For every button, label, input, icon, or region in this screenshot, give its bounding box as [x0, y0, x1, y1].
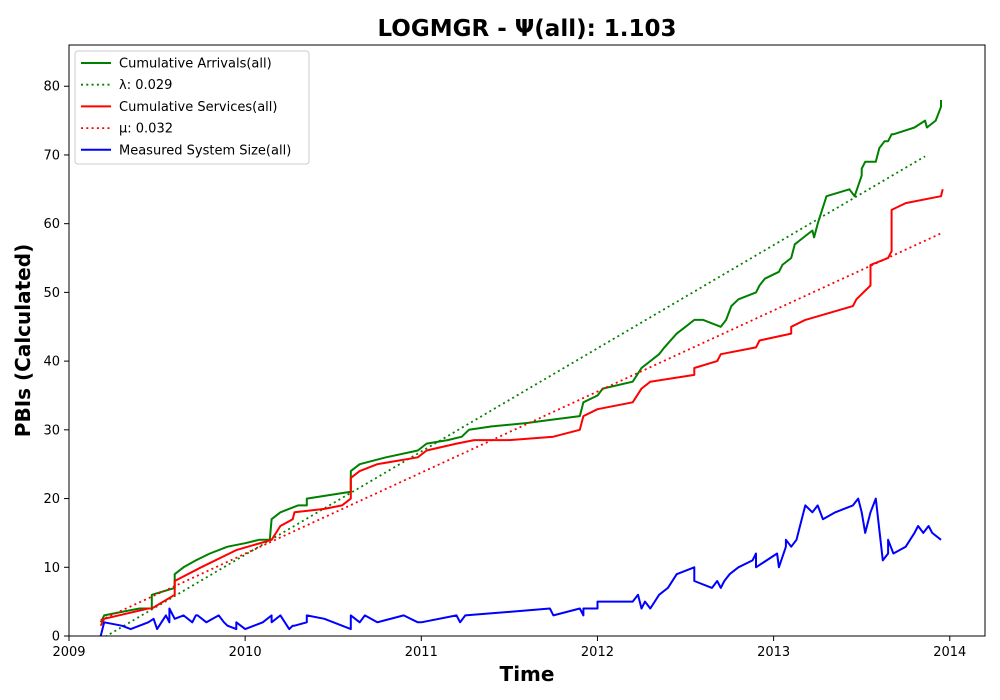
legend-label: Cumulative Arrivals(all)	[119, 57, 272, 72]
y-tick-label: 30	[43, 423, 60, 438]
legend-label: Measured System Size(all)	[119, 143, 291, 158]
series-line-4	[99, 497, 942, 636]
y-tick-label: 40	[43, 355, 60, 370]
y-tick-label: 80	[43, 80, 60, 95]
y-tick-label: 20	[43, 492, 60, 507]
x-tick-label: 2011	[405, 645, 438, 660]
y-tick-label: 10	[43, 561, 60, 576]
chart-title: LOGMGR - Ψ(all): 1.103	[377, 16, 676, 42]
legend: Cumulative Arrivals(all) λ: 0.029 Cumulati…	[74, 50, 310, 165]
plot-frame	[68, 44, 986, 637]
x-tick-label: 2014	[933, 645, 966, 660]
legend-label: μ: 0.032	[119, 122, 173, 137]
x-tick-label: 2013	[757, 645, 790, 660]
y-axis-title: PBIs (Calculated)	[11, 244, 35, 437]
plot-area	[99, 100, 944, 636]
series-line-2	[99, 189, 944, 627]
series-line-3	[100, 231, 944, 622]
x-axis: 2009 2010 2011 2012 2013 2014	[52, 636, 966, 660]
y-axis: 0 10 20 30 40 50 60 70 80	[43, 80, 69, 645]
x-axis-title: Time	[500, 662, 555, 686]
y-tick-label: 70	[43, 148, 60, 163]
x-tick-label: 2012	[581, 645, 614, 660]
legend-label: Cumulative Services(all)	[119, 100, 277, 115]
y-tick-label: 0	[52, 630, 60, 645]
y-tick-label: 60	[43, 217, 60, 232]
y-tick-label: 50	[43, 286, 60, 301]
series-line-1	[104, 155, 926, 636]
legend-label: λ: 0.029	[119, 78, 172, 93]
legend-box	[74, 50, 310, 165]
x-tick-label: 2010	[229, 645, 262, 660]
x-tick-label: 2009	[52, 645, 85, 660]
series-line-0	[99, 100, 942, 623]
